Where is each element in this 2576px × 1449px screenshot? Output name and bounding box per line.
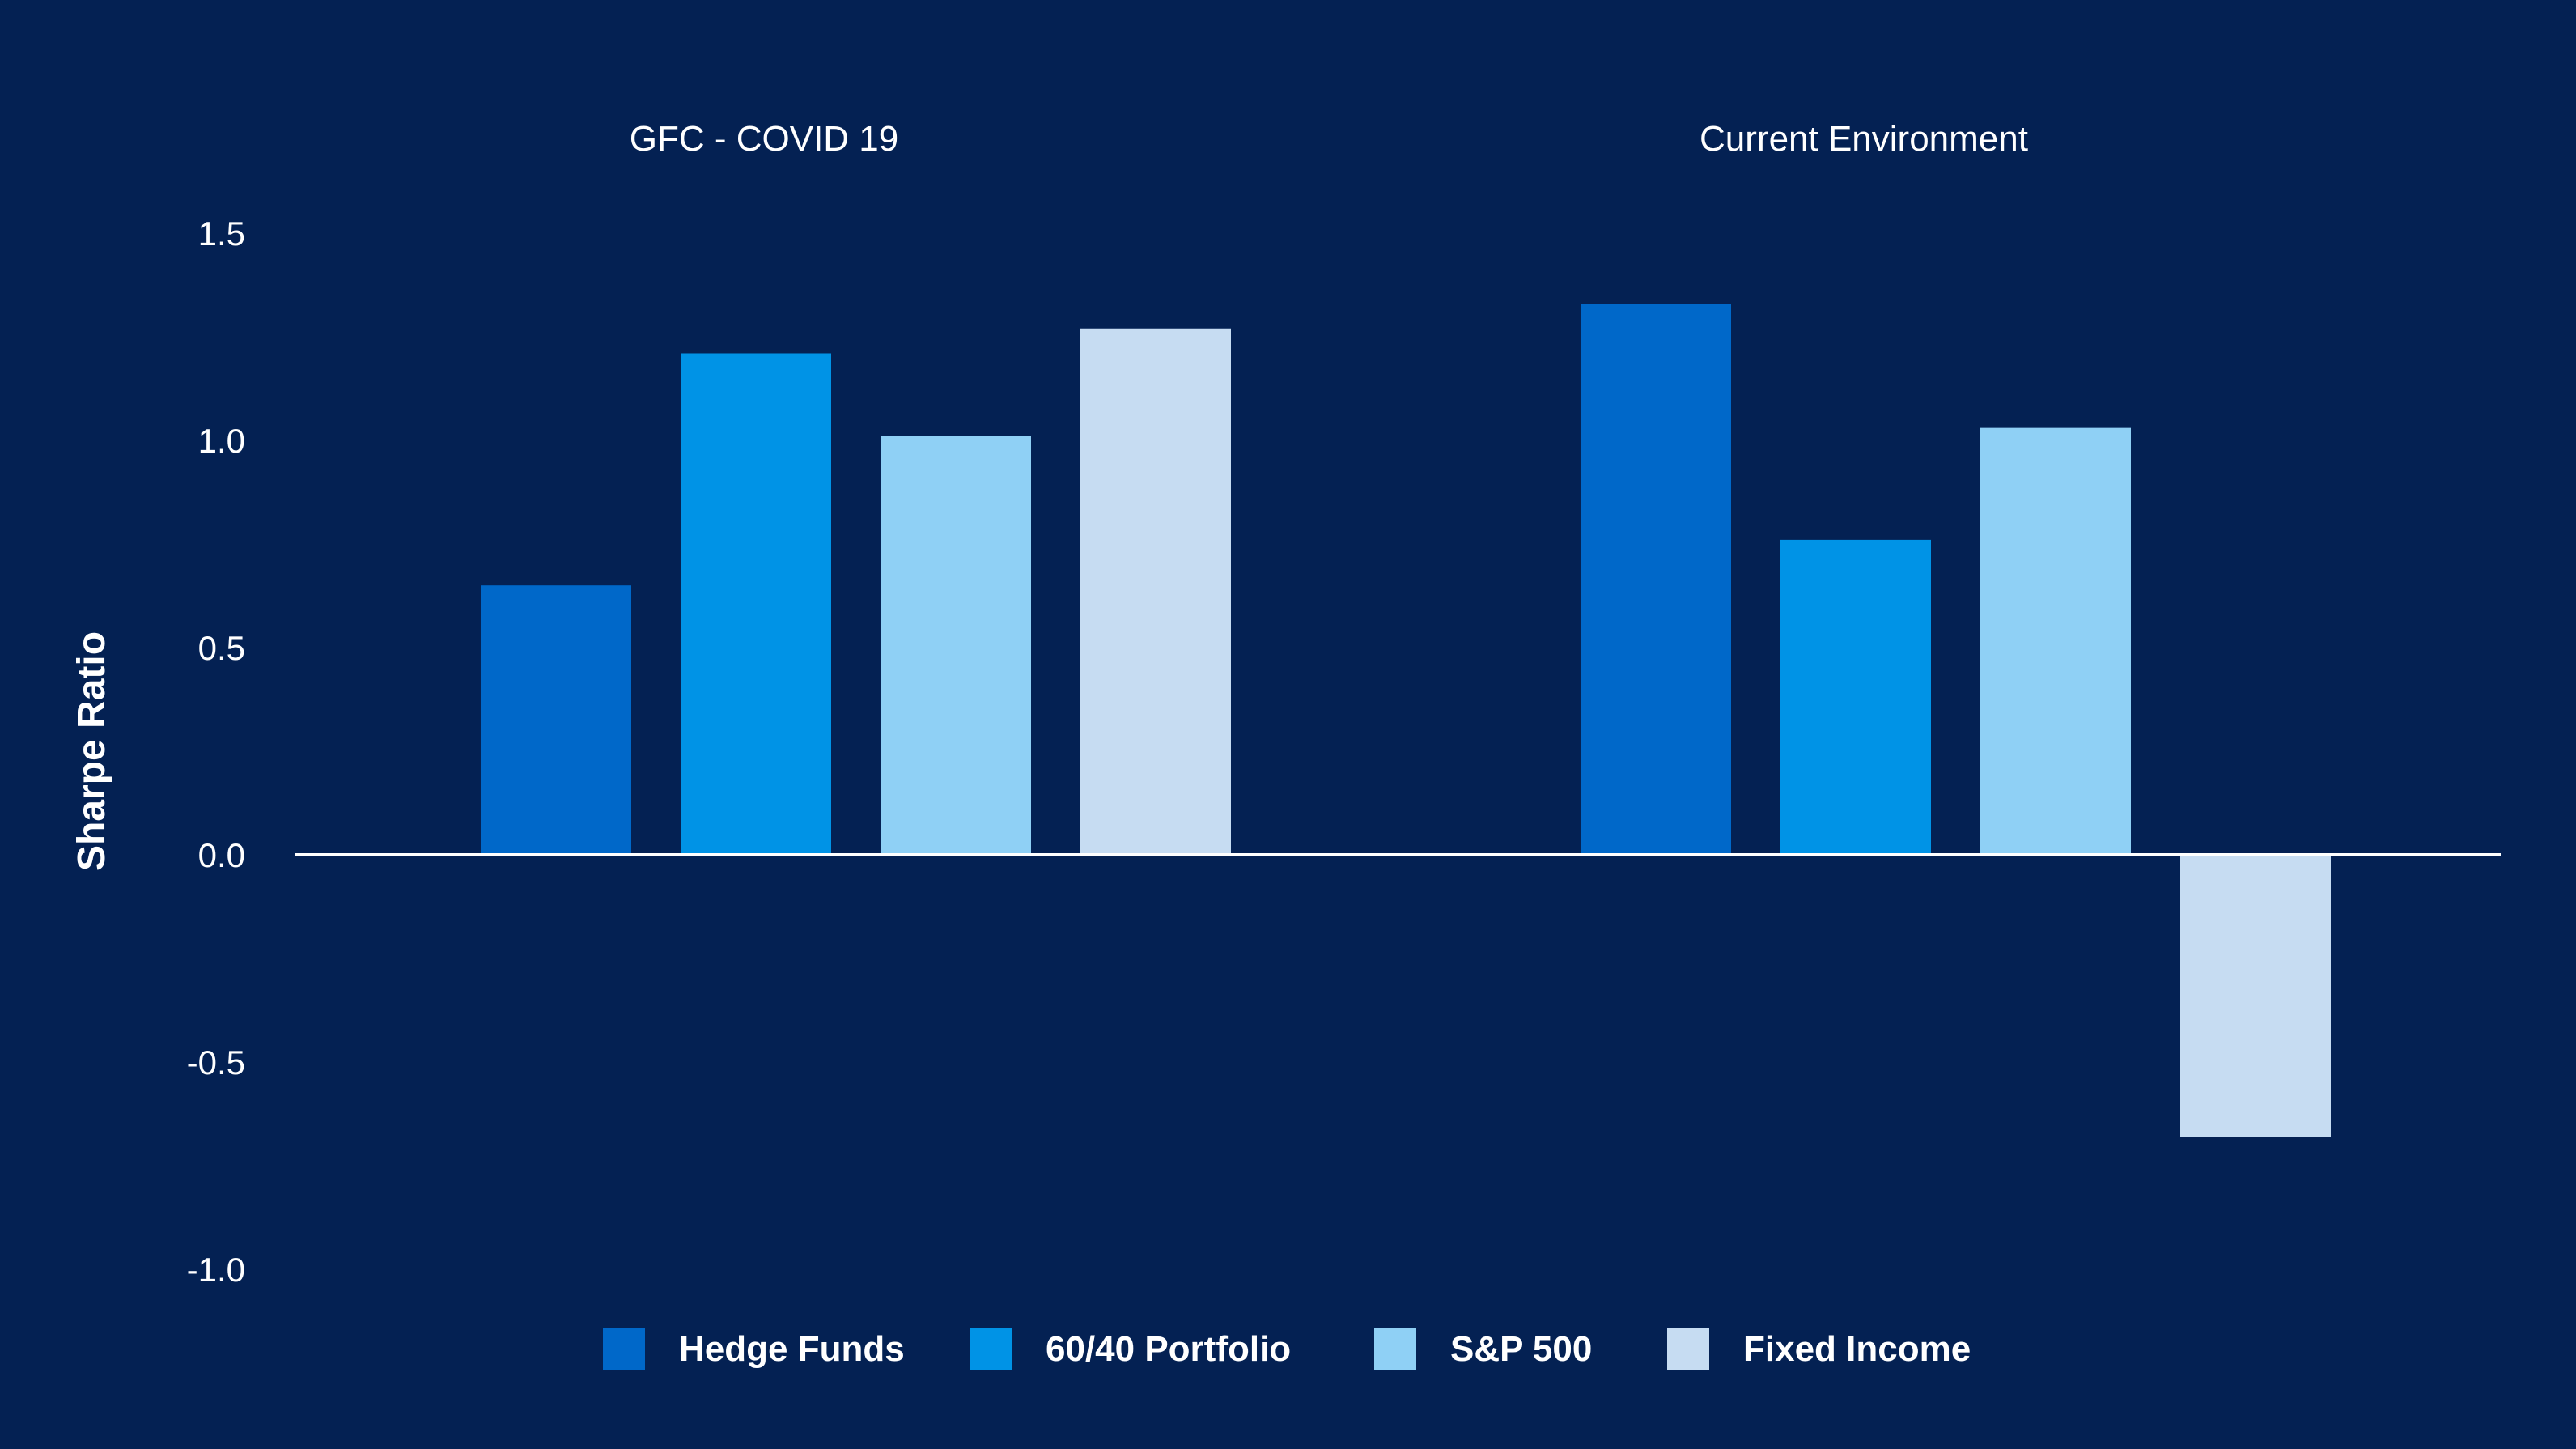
group-title: GFC - COVID 19	[630, 119, 899, 159]
legend-label: 60/40 Portfolio	[1046, 1329, 1291, 1369]
y-tick-label: 0.5	[198, 629, 245, 667]
bar-60-40-portfolio-current-environment	[1780, 539, 1931, 855]
y-tick-label: 1.5	[198, 215, 245, 253]
y-axis-title: Sharpe Ratio	[70, 631, 113, 871]
legend-label: Fixed Income	[1743, 1329, 1971, 1369]
y-tick-label: 1.0	[198, 422, 245, 460]
bar-fixed-income-gfc-covid19	[1080, 328, 1231, 855]
group-title: Current Environment	[1700, 119, 2028, 159]
legend-swatch	[1374, 1328, 1416, 1370]
y-tick-label: -0.5	[187, 1043, 245, 1081]
bar-hedge-funds-current-environment	[1581, 304, 1731, 855]
y-tick-label: 0.0	[198, 836, 245, 874]
y-axis-ticks: 1.5 1.0 0.5 0.0 -0.5 -1.0	[187, 215, 245, 1289]
legend-label: S&P 500	[1450, 1329, 1592, 1369]
legend-swatch	[970, 1328, 1012, 1370]
bar-s-p-500-gfc-covid19	[881, 436, 1031, 855]
group-titles: GFC - COVID 19 Current Environment	[630, 119, 2028, 159]
bar-hedge-funds-gfc-covid19	[481, 585, 631, 855]
legend-swatch	[1667, 1328, 1709, 1370]
bars	[481, 304, 2331, 1137]
bar-s-p-500-current-environment	[1980, 427, 2131, 855]
bar-fixed-income-current-environment	[2180, 855, 2331, 1137]
legend: Hedge Funds 60/40 Portfolio S&P 500 Fixed I…	[603, 1328, 1971, 1370]
legend-label: Hedge Funds	[679, 1329, 905, 1369]
bar-60-40-portfolio-gfc-covid19	[681, 353, 831, 856]
y-tick-label: -1.0	[187, 1251, 245, 1289]
legend-swatch	[603, 1328, 645, 1370]
